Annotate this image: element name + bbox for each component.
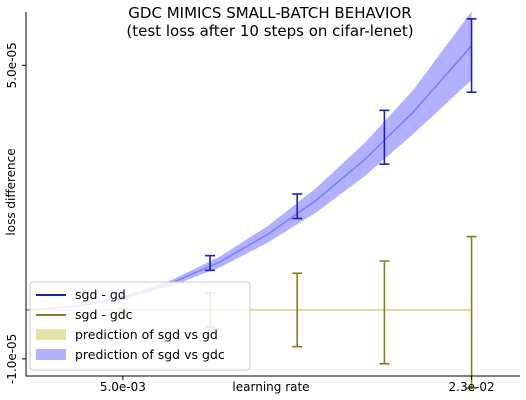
errorbar-series-0-point-3 — [379, 109, 390, 165]
legend-swatch-pred-gd — [36, 329, 66, 340]
legend-frame — [29, 281, 251, 371]
legend-label-pred-gd: prediction of sgd vs gd — [75, 327, 218, 342]
band-series-3 — [26, 11, 472, 310]
chart-title: GDC MIMICS SMALL-BATCH BEHAVIOR — [128, 4, 411, 22]
axis-ticks: 5.0e-03 2.3e-02 -1.0e-05 5.0e-05 — [5, 42, 495, 394]
x-axis-label: learning rate — [232, 380, 309, 394]
errorbar-series-1-point-4 — [466, 235, 477, 390]
y-tick-label: -1.0e-05 — [5, 334, 19, 384]
legend-label-sgd-gd: sgd - gd — [75, 287, 126, 302]
y-tick-label: 5.0e-05 — [5, 42, 19, 88]
y-axis-label: loss difference — [4, 148, 18, 235]
errorbar-series-0-point-1 — [205, 254, 216, 272]
errorbar-series-1-point-3 — [379, 260, 390, 365]
errorbar-series-0-point-2 — [292, 193, 303, 220]
band-center-line-series-3 — [25, 45, 473, 311]
errorbar-series-0-point-4 — [466, 18, 477, 94]
legend-swatch-pred-gdc — [36, 349, 66, 360]
legend: sgd - gd sgd - gdc prediction of sgd vs … — [29, 281, 251, 371]
legend-label-sgd-gdc: sgd - gdc — [75, 307, 133, 322]
x-tick-label: 2.3e-02 — [449, 380, 495, 394]
chart-subtitle: (test loss after 10 steps on cifar-lenet… — [126, 22, 413, 40]
errorbar-series-1-point-2 — [292, 272, 303, 348]
legend-label-pred-gdc: prediction of sgd vs gdc — [75, 347, 225, 362]
x-tick-label: 5.0e-03 — [100, 380, 146, 394]
